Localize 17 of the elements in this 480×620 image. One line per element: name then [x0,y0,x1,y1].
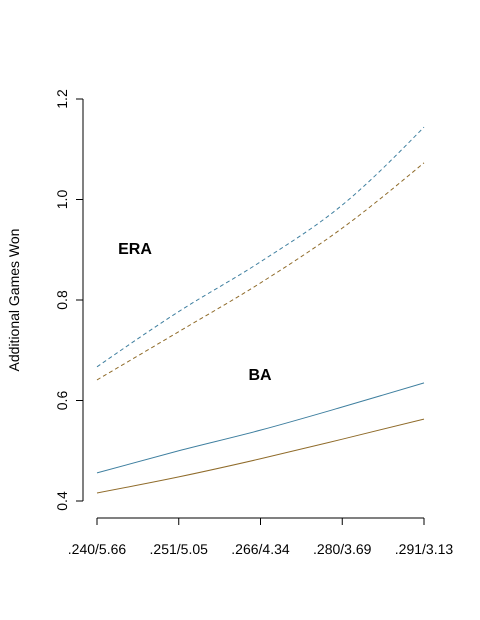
y-tick-label: 1.2 [54,89,70,109]
annotation: ERA [118,241,152,258]
x-tick-label: .280/3.69 [313,541,372,557]
y-tick-label: 0.6 [54,390,70,410]
line-series [96,382,424,474]
line-series [96,126,424,368]
line-series [96,162,424,380]
annotation: BA [248,367,272,384]
x-tick-label: .266/4.34 [231,541,290,557]
x-tick-label: .291/3.13 [394,541,454,557]
x-tick-label: .251/5.05 [150,541,208,557]
y-axis-title: Additional Games Won [6,228,22,372]
line-series [96,418,424,494]
y-tick-label: 1.0 [54,190,70,210]
y-tick-label: 0.8 [54,290,70,310]
x-tick-label: .240/5.66 [68,541,126,557]
y-tick-label: 0.4 [54,491,70,511]
